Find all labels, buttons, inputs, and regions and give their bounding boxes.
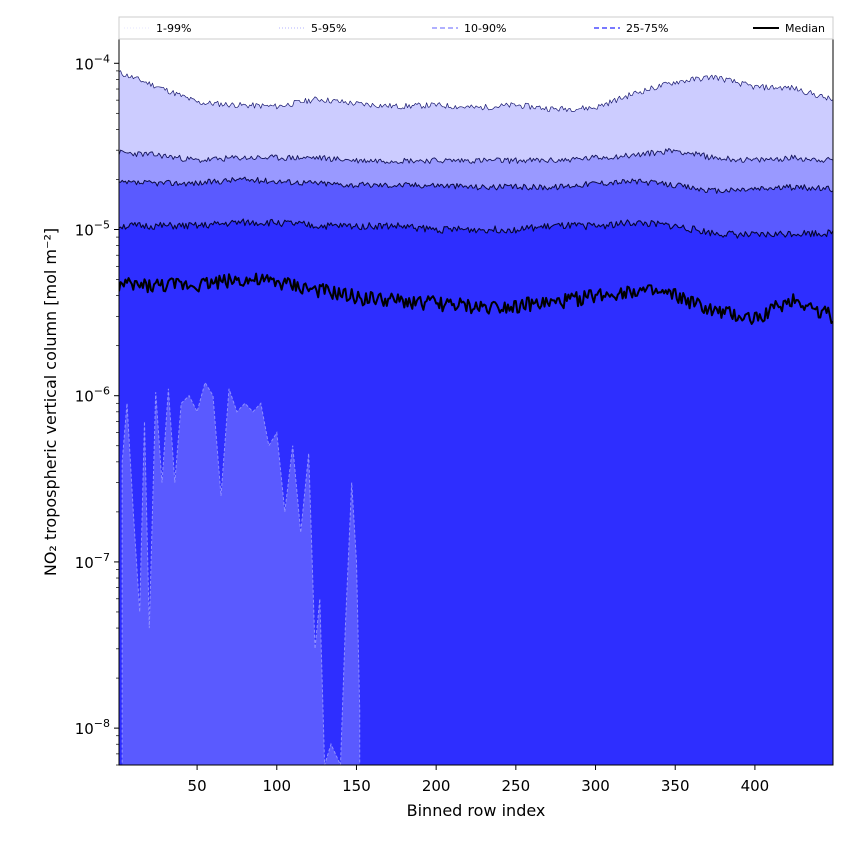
legend-label: Median <box>785 22 825 35</box>
legend-label: 10-90% <box>464 22 506 35</box>
y-tick-label: 10−6 <box>75 385 110 406</box>
legend-frame <box>118 16 834 40</box>
y-tick-label: 10−5 <box>75 218 110 239</box>
y-axis: 10−8 10−7 10−6 10−5 10−4 <box>75 52 119 766</box>
x-axis: 50 100 150 200 250 300 350 400 <box>188 765 770 795</box>
legend-label: 1-99% <box>156 22 191 35</box>
x-tick-label: 250 <box>502 777 531 795</box>
y-tick-label: 10−8 <box>75 717 110 738</box>
legend-label: 5-95% <box>311 22 346 35</box>
x-tick-label: 100 <box>262 777 291 795</box>
lower-tail-1-percent <box>121 381 361 765</box>
x-tick-label: 50 <box>188 777 207 795</box>
percentile-bands <box>119 70 833 765</box>
line-75-percent <box>119 218 833 239</box>
x-tick-label: 150 <box>342 777 371 795</box>
line-90-percent <box>119 176 833 194</box>
y-tick-label: 10−7 <box>75 551 110 572</box>
median-line <box>119 272 833 325</box>
y-tick-label: 10−4 <box>75 52 110 73</box>
legend-label: 25-75% <box>626 22 668 35</box>
x-tick-label: 300 <box>581 777 610 795</box>
y-axis-title: NO₂ tropospheric vertical column [mol m⁻… <box>41 228 60 576</box>
legend: 1-99% 5-95% 10-90% 25-75% Median <box>118 16 834 40</box>
x-tick-label: 400 <box>741 777 770 795</box>
x-axis-title: Binned row index <box>407 801 546 820</box>
x-tick-label: 200 <box>422 777 451 795</box>
x-tick-label: 350 <box>661 777 690 795</box>
line-95-percent <box>119 148 833 164</box>
line-99-percent <box>119 70 833 112</box>
percentile-lines <box>119 70 833 325</box>
